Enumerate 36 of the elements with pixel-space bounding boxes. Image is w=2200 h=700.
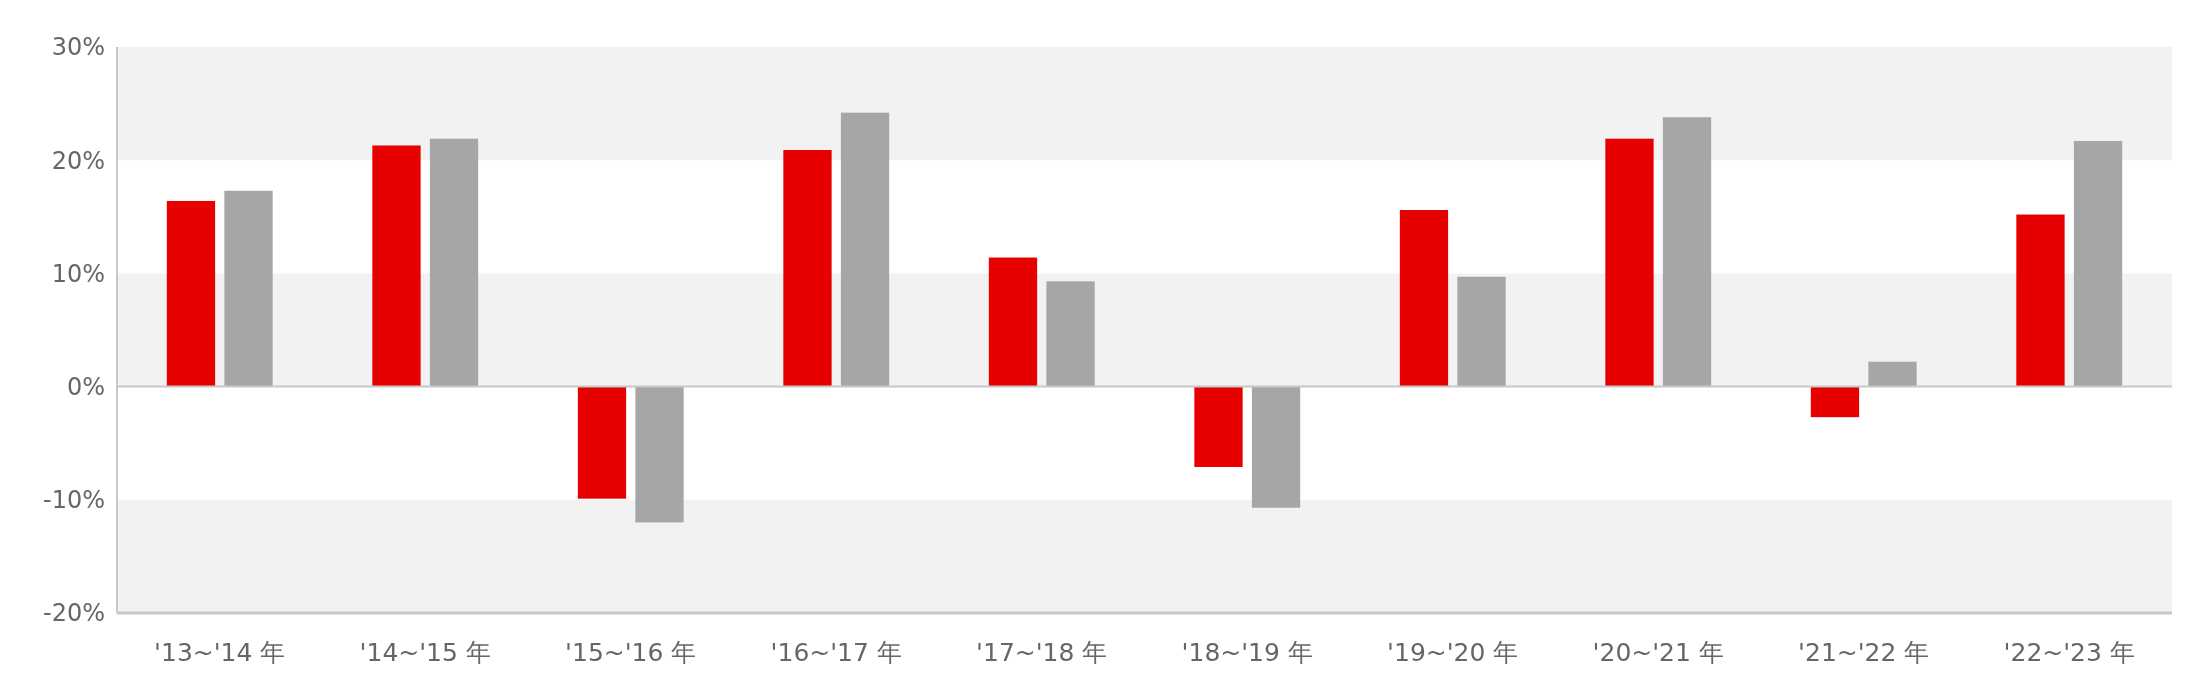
x-tick-label: '14~'15 年 <box>359 638 491 667</box>
bar <box>2073 140 2123 387</box>
bar <box>1868 361 1917 387</box>
bar <box>1399 210 1449 387</box>
x-tick-label: '13~'14 年 <box>154 638 286 667</box>
y-tick-label: 20% <box>51 146 105 175</box>
x-tick-label: '22~'23 年 <box>2003 638 2135 667</box>
bar <box>1046 281 1095 387</box>
bar <box>1194 386 1243 467</box>
bar <box>1251 386 1301 508</box>
y-tick-label: -10% <box>42 486 105 515</box>
bar <box>840 112 890 387</box>
bar <box>1457 276 1506 387</box>
bar <box>577 386 627 499</box>
bar <box>1662 117 1712 387</box>
bar <box>372 145 421 387</box>
bar <box>635 386 684 523</box>
bar <box>2016 214 2065 387</box>
bar <box>166 200 216 387</box>
x-tick-label: '16~'17 年 <box>770 638 902 667</box>
bar <box>224 190 273 387</box>
x-tick-label: '20~'21 年 <box>1592 638 1724 667</box>
bar <box>783 150 832 387</box>
bar <box>1810 386 1860 418</box>
bar <box>1605 138 1654 387</box>
y-tick-label: 30% <box>51 33 105 62</box>
x-tick-label: '21~'22 年 <box>1798 638 1930 667</box>
x-tick-label: '18~'19 年 <box>1181 638 1313 667</box>
bar <box>988 257 1038 387</box>
y-tick-label: -20% <box>42 599 105 628</box>
x-tick-label: '19~'20 年 <box>1387 638 1519 667</box>
x-tick-label: '15~'16 年 <box>565 638 697 667</box>
x-tick-label: '17~'18 年 <box>976 638 1108 667</box>
y-tick-label: 10% <box>51 259 105 288</box>
bar <box>429 138 479 387</box>
y-tick-label: 0% <box>66 373 105 401</box>
